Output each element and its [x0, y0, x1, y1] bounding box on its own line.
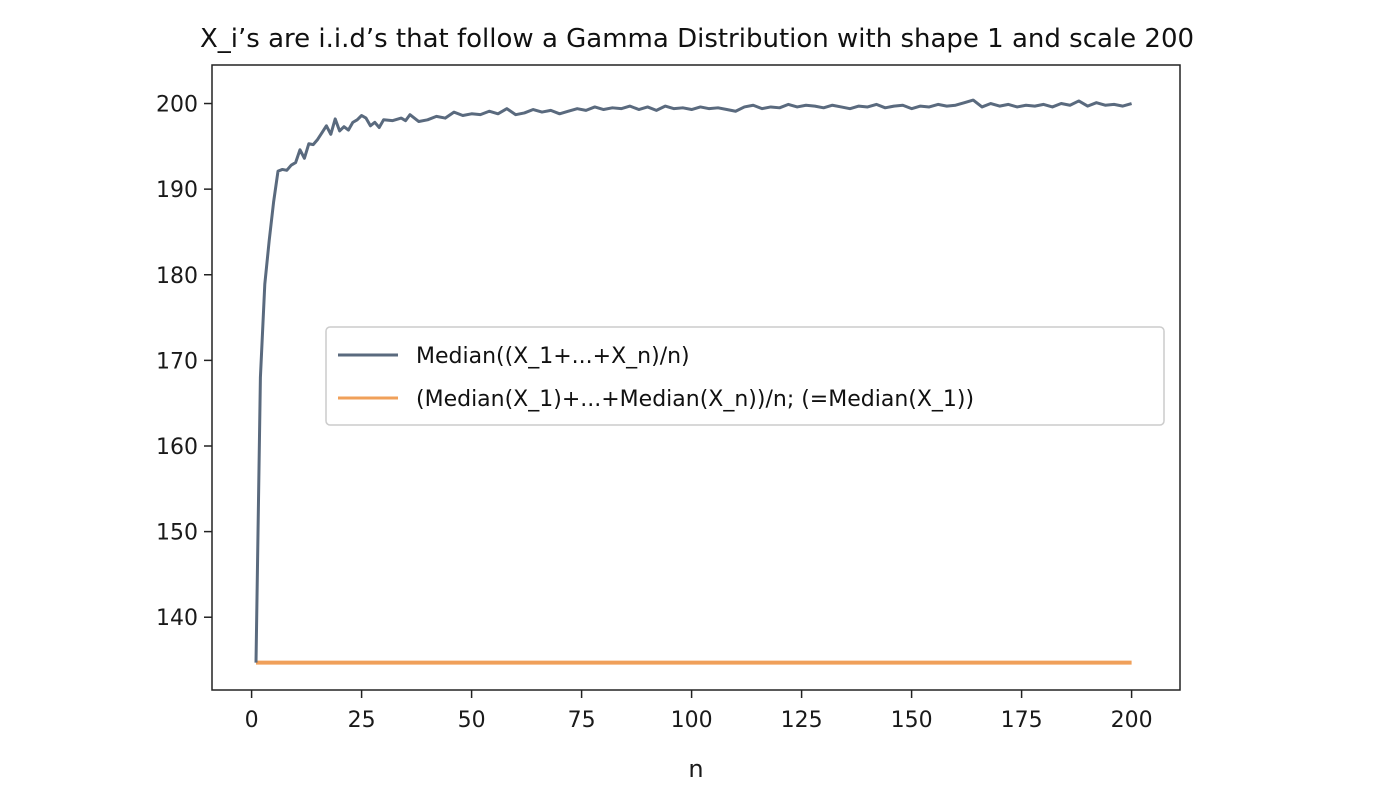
x-tick-label: 50 [458, 708, 486, 733]
series-line-median-of-mean [254, 98, 1133, 663]
x-axis: 0 25 50 75 100 125 150 175 200 [245, 690, 1153, 733]
legend: Median((X_1+...+X_n)/n) (Median(X_1)+...… [325, 326, 1165, 426]
x-tick-label: 25 [348, 708, 376, 733]
y-tick-label: 140 [156, 606, 198, 631]
x-tick-label: 150 [891, 708, 933, 733]
legend-label-median-of-mean: Median((X_1+...+X_n)/n) [416, 344, 690, 369]
y-tick-label: 170 [156, 349, 198, 374]
x-tick-label: 75 [568, 708, 596, 733]
y-axis: 140 150 160 170 180 190 200 [156, 93, 212, 631]
legend-box [325, 326, 1165, 426]
x-tick-label: 125 [781, 708, 823, 733]
x-tick-label: 175 [1001, 708, 1043, 733]
y-tick-label: 150 [156, 521, 198, 546]
plot-frame [211, 64, 1181, 691]
x-axis-title: n [688, 755, 703, 783]
x-tick-label: 200 [1111, 708, 1153, 733]
y-tick-label: 160 [156, 435, 198, 460]
series-layer [254, 98, 1133, 665]
legend-label-mean-of-medians: (Median(X_1)+...+Median(X_n))/n; (=Media… [416, 387, 974, 412]
y-tick-label: 200 [156, 93, 198, 118]
y-tick-label: 180 [156, 264, 198, 289]
x-tick-label: 0 [245, 708, 259, 733]
chart-title: X_i’s are i.i.d’s that follow a Gamma Di… [200, 24, 1194, 54]
x-tick-label: 100 [671, 708, 713, 733]
y-tick-label: 190 [156, 178, 198, 203]
